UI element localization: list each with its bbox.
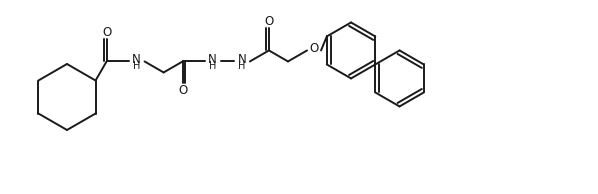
Text: H: H <box>209 61 216 71</box>
Text: H: H <box>133 61 141 71</box>
Text: H: H <box>238 61 246 71</box>
Text: O: O <box>309 42 319 55</box>
Text: O: O <box>102 26 111 39</box>
Text: O: O <box>264 15 273 28</box>
Text: N: N <box>237 53 246 66</box>
Text: N: N <box>132 53 141 66</box>
Text: O: O <box>178 84 187 97</box>
Text: N: N <box>208 53 217 66</box>
